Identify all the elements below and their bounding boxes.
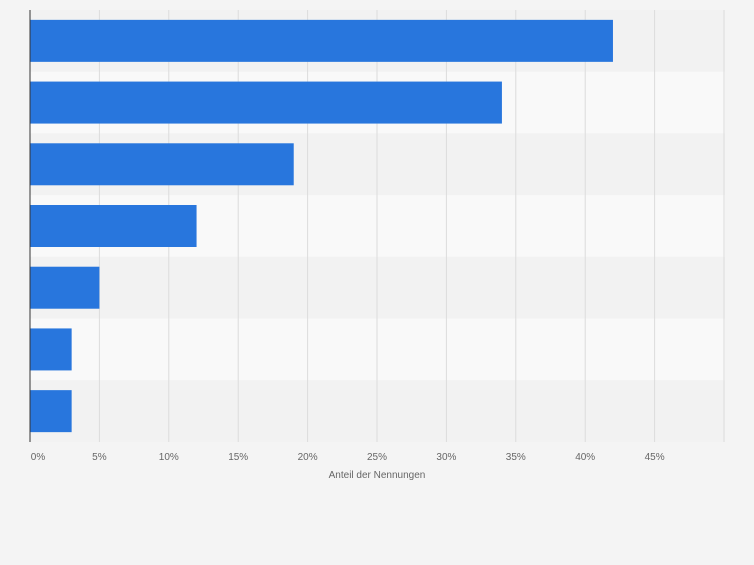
bar[interactable] [30,328,72,371]
x-tick-label: 10% [159,452,179,463]
x-tick-label: 0% [31,452,46,463]
x-tick-label: 35% [506,452,526,463]
x-tick-label: 5% [92,452,107,463]
bar[interactable] [30,19,613,62]
x-tick-label: 45% [645,452,665,463]
bar[interactable] [30,143,294,186]
x-axis-label: Anteil der Nennungen [329,470,426,481]
bar[interactable] [30,205,197,247]
x-tick-label: 30% [436,452,456,463]
bar[interactable] [30,81,502,124]
x-tick-label: 20% [298,452,318,463]
x-axis-ticks: 0% 5% 10% 15% 20% 25% 30% 35% 40% 45% [31,452,665,463]
bars [30,19,613,433]
bar[interactable] [30,266,100,309]
x-tick-label: 15% [228,452,248,463]
x-tick-label: 25% [367,452,387,463]
x-tick-label: 40% [575,452,595,463]
bar[interactable] [30,390,72,433]
